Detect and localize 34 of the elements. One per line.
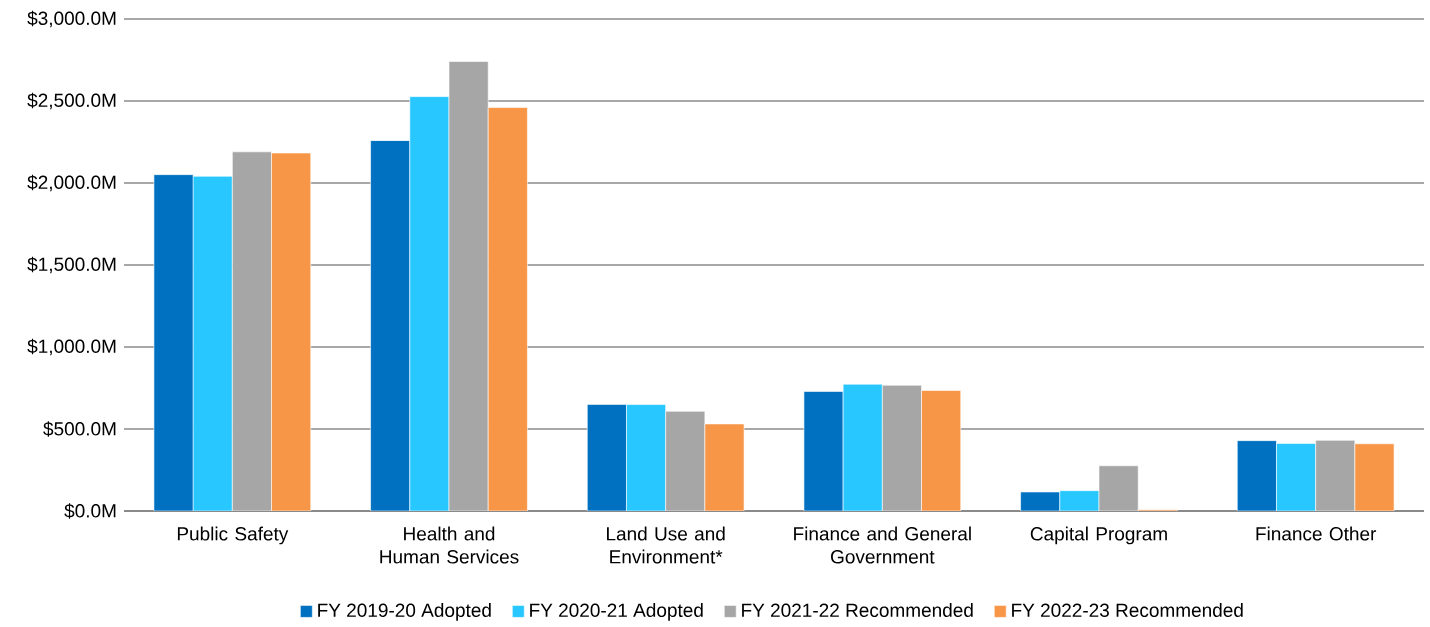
bar (626, 404, 666, 511)
bar (1098, 465, 1139, 511)
legend-label: FY 2019-20 Adopted (318, 603, 491, 621)
x-tick-label: Capital Program (1030, 526, 1167, 545)
bar (448, 61, 489, 511)
bar (370, 140, 411, 511)
y-tick-label: $2,500.0M (27, 92, 116, 110)
x-tick-label: Finance Other (1256, 526, 1377, 541)
y-tick-label: $1,000.0M (27, 338, 116, 356)
legend-label: FY 2022-23 Recommended (1012, 603, 1243, 617)
bar (1059, 490, 1100, 511)
x-tick-label: Public Safety (177, 526, 289, 545)
bar (882, 384, 922, 511)
bar (842, 383, 883, 511)
bar (192, 175, 233, 511)
y-tick-label: $1,500.0M (27, 256, 116, 274)
bar (232, 151, 272, 511)
bar (1236, 440, 1277, 511)
bar (153, 174, 194, 511)
bar (665, 410, 706, 511)
y-tick-label: $3,000.0M (27, 10, 116, 28)
legend-label: FY 2020-21 Adopted (530, 603, 703, 621)
legend-label: FY 2021-22 Recommended (742, 603, 973, 617)
bar (586, 404, 627, 511)
bar (803, 391, 844, 511)
bar (1276, 443, 1316, 511)
x-tick-label: Finance and General Government (794, 526, 971, 564)
bar (1315, 440, 1356, 511)
x-tick-label: Health and Human Services (380, 526, 519, 564)
y-tick-label: $0.0M (64, 503, 116, 519)
bar (409, 96, 450, 511)
y-tick-label: $2,000.0M (27, 174, 116, 192)
x-tick-label: Land Use and Environment* (607, 526, 725, 564)
y-tick-label: $500.0M (43, 421, 116, 437)
